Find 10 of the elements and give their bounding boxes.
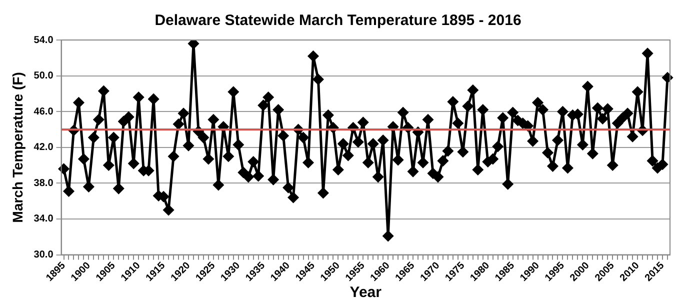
y-tick-label: 30.0 [34, 250, 54, 261]
x-axis-title: Year [350, 284, 382, 302]
y-tick-label: 34.0 [34, 214, 54, 225]
y-tick-label: 38.0 [34, 178, 54, 189]
chart-title: Delaware Statewide March Temperature 1895 - 2016 [154, 12, 522, 30]
y-tick-label: 46.0 [34, 106, 54, 118]
y-tick-label: 50.0 [34, 70, 54, 82]
y-tick-label: 42.0 [34, 142, 54, 154]
y-tick-label: 54.0 [34, 34, 54, 46]
y-axis-title: March Temperature (F) [9, 72, 26, 223]
